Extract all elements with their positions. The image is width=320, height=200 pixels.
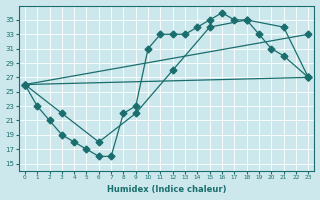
X-axis label: Humidex (Indice chaleur): Humidex (Indice chaleur) bbox=[107, 185, 226, 194]
